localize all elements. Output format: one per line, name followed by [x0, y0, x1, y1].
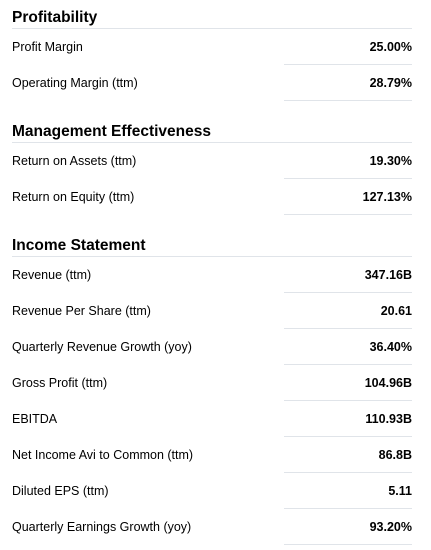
stat-label: Revenue Per Share (ttm) — [12, 304, 151, 318]
stat-row-return-on-equity: Return on Equity (ttm) 127.13% — [12, 179, 412, 215]
stat-label: Profit Margin — [12, 40, 83, 54]
stat-value: 86.8B — [378, 448, 412, 462]
stat-value: 127.13% — [362, 190, 412, 204]
section-income-statement: Income Statement Revenue (ttm) 347.16B R… — [12, 236, 412, 545]
stat-row-net-income: Net Income Avi to Common (ttm) 86.8B — [12, 437, 412, 473]
row-divider — [284, 100, 412, 101]
stat-value: 347.16B — [364, 268, 412, 282]
stat-label: Net Income Avi to Common (ttm) — [12, 448, 194, 462]
stat-row-ebitda: EBITDA 110.93B — [12, 401, 412, 437]
stat-value: 110.93B — [365, 412, 412, 426]
stat-value: 5.11 — [388, 484, 412, 498]
stat-label: Quarterly Revenue Growth (yoy) — [12, 340, 192, 354]
stat-row-return-on-assets: Return on Assets (ttm) 19.30% — [12, 143, 412, 179]
stat-value: 19.30% — [369, 154, 412, 168]
stat-row-gross-profit: Gross Profit (ttm) 104.96B — [12, 365, 412, 401]
row-divider — [284, 544, 412, 545]
stat-row-quarterly-revenue-growth: Quarterly Revenue Growth (yoy) 36.40% — [12, 329, 412, 365]
stat-value: 20.61 — [380, 304, 412, 318]
stat-row-profit-margin: Profit Margin 25.00% — [12, 29, 412, 65]
row-divider — [284, 64, 412, 65]
stat-label: EBITDA — [12, 412, 58, 426]
section-management-effectiveness: Management Effectiveness Return on Asset… — [12, 122, 412, 215]
row-divider — [284, 472, 412, 473]
stat-value: 104.96B — [364, 376, 412, 390]
row-divider — [284, 508, 412, 509]
stat-label: Return on Equity (ttm) — [12, 190, 135, 204]
row-divider — [284, 214, 412, 215]
stat-value: 25.00% — [369, 40, 412, 54]
row-divider — [284, 178, 412, 179]
stat-value: 93.20% — [369, 520, 412, 534]
row-divider — [284, 400, 412, 401]
row-divider — [284, 436, 412, 437]
stat-label: Gross Profit (ttm) — [12, 376, 108, 390]
section-profitability: Profitability Profit Margin 25.00% Opera… — [12, 8, 412, 101]
stat-row-revenue: Revenue (ttm) 347.16B — [12, 257, 412, 293]
stat-label: Revenue (ttm) — [12, 268, 92, 282]
stat-row-operating-margin: Operating Margin (ttm) 28.79% — [12, 65, 412, 101]
row-divider — [284, 292, 412, 293]
section-title: Income Statement — [12, 236, 412, 257]
row-divider — [284, 364, 412, 365]
stat-value: 36.40% — [369, 340, 412, 354]
stat-row-diluted-eps: Diluted EPS (ttm) 5.11 — [12, 473, 412, 509]
section-title: Profitability — [12, 8, 412, 29]
stat-label: Operating Margin (ttm) — [12, 76, 138, 90]
stat-label: Quarterly Earnings Growth (yoy) — [12, 520, 192, 534]
stat-row-quarterly-earnings-growth: Quarterly Earnings Growth (yoy) 93.20% — [12, 509, 412, 545]
stat-label: Return on Assets (ttm) — [12, 154, 137, 168]
stat-row-revenue-per-share: Revenue Per Share (ttm) 20.61 — [12, 293, 412, 329]
stat-label: Diluted EPS (ttm) — [12, 484, 109, 498]
stat-value: 28.79% — [369, 76, 412, 90]
row-divider — [284, 328, 412, 329]
section-title: Management Effectiveness — [12, 122, 412, 143]
